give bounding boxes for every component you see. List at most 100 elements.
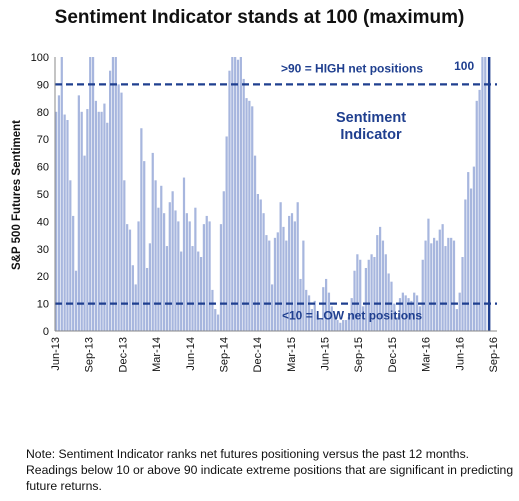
sentiment-bar [484, 57, 487, 331]
sentiment-bar [390, 281, 393, 331]
sentiment-bar [359, 259, 362, 331]
sentiment-bar [327, 292, 331, 331]
sentiment-bar [72, 215, 75, 331]
x-tick-label: Jun-13 [50, 337, 62, 371]
sentiment-bar [208, 221, 211, 331]
sentiment-bar [228, 70, 231, 331]
sentiment-bar [63, 114, 66, 331]
sentiment-bar [103, 103, 106, 331]
sentiment-bar [305, 289, 308, 331]
sentiment-bar [381, 240, 385, 331]
sentiment-bar [339, 322, 342, 331]
sentiment-bar [199, 257, 203, 331]
sentiment-bar [265, 235, 268, 331]
sentiment-bar [344, 320, 348, 331]
sentiment-bar [455, 309, 458, 331]
sentiment-bar [86, 109, 89, 331]
x-tick-label: Sep-14 [218, 337, 230, 372]
sentiment-bar [251, 106, 254, 331]
y-tick-label: 80 [37, 107, 49, 119]
sentiment-bar [236, 59, 240, 332]
x-tick-label: Dec-15 [387, 337, 399, 372]
sentiment-bar [94, 100, 98, 331]
y-tick-label: 50 [37, 189, 49, 201]
sentiment-bar [464, 199, 467, 331]
sentiment-bar [140, 128, 143, 331]
sentiment-bar [202, 224, 206, 331]
sentiment-bar [370, 254, 373, 331]
sentiment-bar [353, 270, 356, 331]
x-tick-label: Jun-14 [185, 337, 197, 371]
sentiment-bar [154, 180, 157, 331]
sentiment-bar [211, 289, 214, 331]
x-tick-label: Dec-14 [252, 337, 264, 372]
sentiment-bar [80, 111, 83, 331]
sentiment-bar [435, 240, 439, 331]
sentiment-bar [467, 172, 470, 331]
sentiment-bar [379, 226, 382, 331]
y-tick-label: 40 [37, 216, 49, 228]
sentiment-bar [398, 298, 402, 331]
sentiment-bar [234, 57, 237, 331]
sentiment-bar [396, 317, 399, 331]
sentiment-bar [427, 218, 430, 331]
sentiment-bar [55, 111, 58, 331]
x-tick-label: Sep-16 [488, 337, 500, 372]
sentiment-bar [342, 320, 345, 331]
sentiment-bar [404, 295, 407, 331]
y-tick-label: 70 [37, 134, 49, 146]
sentiment-bar [83, 155, 86, 331]
sentiment-bar [322, 287, 325, 331]
sentiment-bar [458, 292, 461, 331]
sentiment-bar [245, 98, 248, 331]
sentiment-bar [219, 224, 223, 331]
sentiment-bar [188, 221, 191, 331]
sentiment-bar [137, 221, 140, 331]
y-tick-label: 30 [37, 244, 49, 256]
sentiment-bar [151, 152, 154, 331]
sentiment-bar [69, 180, 72, 331]
sentiment-bar [481, 57, 484, 331]
sentiment-bar [356, 254, 359, 331]
sentiment-bar [469, 188, 473, 331]
sentiment-bar [163, 213, 166, 331]
sentiment-bar [433, 237, 436, 331]
sentiment-bar [117, 84, 120, 332]
sentiment-bar [461, 257, 464, 331]
sentiment-bar [438, 229, 441, 331]
sentiment-bar [126, 224, 129, 331]
sentiment-bar [430, 243, 433, 331]
sentiment-bar [407, 298, 410, 331]
sentiment-bar [387, 273, 390, 331]
sentiment-bar [262, 213, 265, 331]
sentiment-bar [452, 240, 456, 331]
sentiment-bar [182, 177, 186, 331]
sentiment-bar [268, 240, 271, 331]
y-tick-label: 10 [37, 299, 49, 311]
sentiment-bar [313, 300, 316, 331]
sentiment-bar [194, 207, 197, 331]
sentiment-bar [256, 194, 260, 331]
sentiment-bar [168, 202, 171, 331]
x-tick-label: Dec-13 [117, 337, 129, 372]
sentiment-bar [450, 237, 453, 331]
x-tick-label: Mar-15 [286, 337, 298, 372]
sentiment-bar [325, 278, 328, 331]
sentiment-bar [319, 320, 322, 331]
sentiment-bar [310, 309, 314, 331]
sentiment-bar [336, 320, 339, 331]
sentiment-bar [177, 221, 180, 331]
sentiment-bar [288, 215, 291, 331]
sentiment-bar [316, 314, 319, 331]
sentiment-bar [171, 191, 174, 331]
sentiment-bar [333, 314, 336, 331]
sentiment-bar [478, 89, 481, 331]
sentiment-bar [444, 246, 447, 331]
x-tick-label: Sep-15 [353, 337, 365, 372]
sentiment-bar [273, 237, 277, 331]
sentiment-bar [410, 300, 413, 331]
sentiment-bar [131, 265, 134, 331]
sentiment-bar [225, 136, 228, 331]
sentiment-bar [285, 240, 288, 331]
